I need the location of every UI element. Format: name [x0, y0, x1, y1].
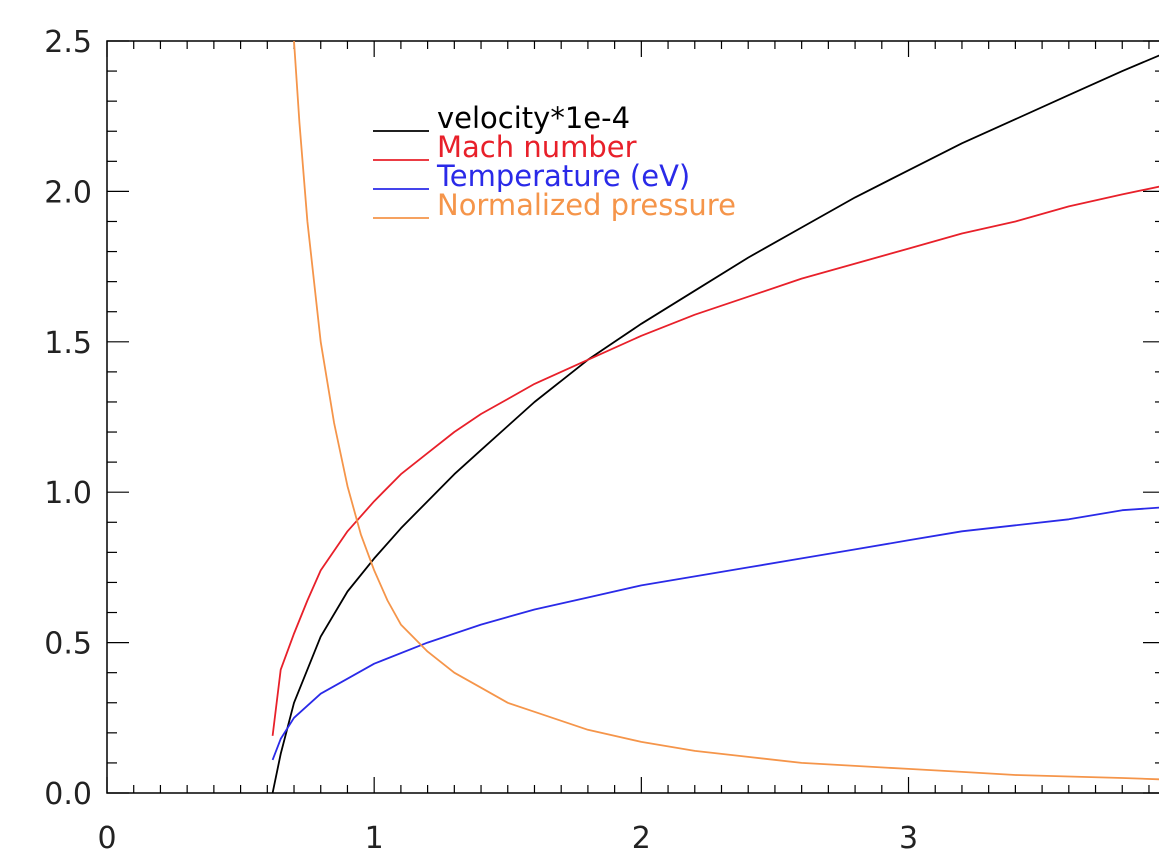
plot-frame: [106, 40, 1159, 794]
x-tick-label: 3: [899, 821, 918, 856]
y-tick-label: 2.0: [44, 175, 92, 210]
series-line-2: [271, 506, 1159, 761]
series-line-0: [271, 54, 1159, 794]
y-tick-label: 0.5: [44, 627, 92, 662]
legend-label-2: Temperature (eV): [436, 159, 690, 193]
y-tick-label: 2.5: [44, 25, 92, 60]
series-lines: [271, 40, 1159, 794]
y-tick-label: 0.0: [44, 777, 92, 812]
x-tick-label: 1: [365, 821, 384, 856]
axis-tick-labels: 0 1 2 3 0.0 0.5 1.0 1.5 2.0 2.5: [44, 25, 918, 856]
y-tick-label: 1.0: [44, 476, 92, 511]
series-line-1: [271, 185, 1159, 736]
legend-label-0: velocity*1e-4: [437, 101, 630, 135]
x-tick-label: 2: [632, 821, 651, 856]
legend-label-3: Normalized pressure: [437, 188, 736, 222]
legend-label-1: Mach number: [437, 130, 637, 164]
series-line-3: [293, 40, 1159, 781]
x-tick-label: 0: [97, 821, 116, 856]
axis-ticks: [106, 40, 1159, 794]
y-tick-label: 1.5: [44, 326, 92, 361]
